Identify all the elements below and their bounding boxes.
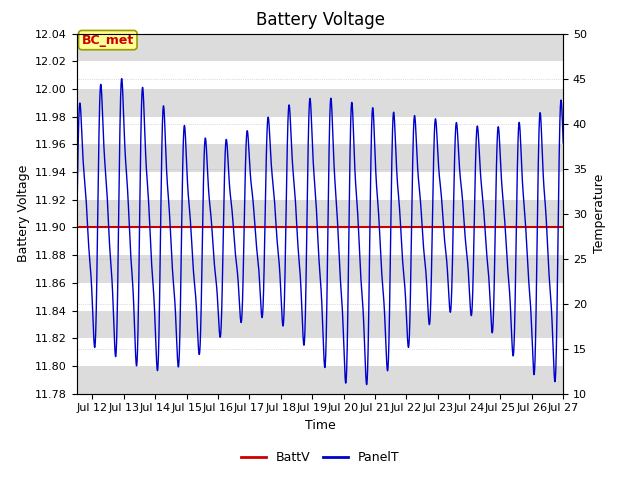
X-axis label: Time: Time: [305, 419, 335, 432]
Text: BC_met: BC_met: [82, 34, 134, 47]
Bar: [77, 200, 563, 228]
Y-axis label: Temperature: Temperature: [593, 174, 605, 253]
Bar: [77, 311, 563, 338]
Bar: [77, 255, 563, 283]
Bar: [77, 89, 563, 117]
Bar: [77, 34, 563, 61]
Title: Battery Voltage: Battery Voltage: [255, 11, 385, 29]
Y-axis label: Battery Voltage: Battery Voltage: [17, 165, 29, 262]
Legend: BattV, PanelT: BattV, PanelT: [236, 446, 404, 469]
Bar: [77, 366, 563, 394]
Bar: [77, 144, 563, 172]
